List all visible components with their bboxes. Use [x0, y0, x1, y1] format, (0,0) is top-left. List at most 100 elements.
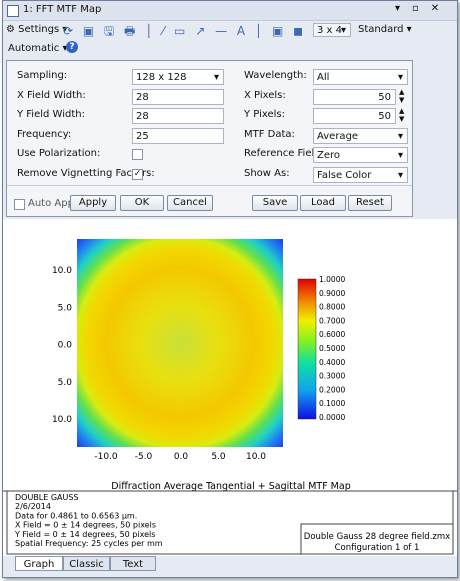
file-name: Double Gauss 28 degree field.zmx — [304, 532, 450, 542]
tab[interactable]: Graph — [15, 556, 63, 571]
title-bar: 1: FFT MTF Map ▾▫✕ — [3, 1, 457, 21]
info-frame — [6, 490, 454, 555]
field-label: Y Field Width: — [17, 109, 85, 120]
x-tick-label: 0.0 — [174, 452, 189, 462]
info-line: DOUBLE GAUSS — [15, 493, 79, 502]
field-label: Remove Vignetting Factors: — [17, 167, 155, 179]
spinner[interactable]: 50 — [313, 88, 396, 105]
input[interactable]: 28 — [132, 88, 224, 105]
auto-apply-checkbox[interactable] — [14, 199, 25, 210]
x-tick-label: 5.0 — [211, 452, 226, 462]
dropdown[interactable]: Average — [313, 127, 408, 145]
plot-area: 10.0 5.0 0.0 5.0 10.0 -10.0 -5.0 0.0 5.0 10.0 1.00… — [3, 219, 457, 556]
field-label: Sampling: — [17, 70, 68, 81]
layout-value: 3 x 4 — [317, 25, 342, 36]
field-value: 28 — [136, 91, 149, 103]
button[interactable]: Save — [252, 195, 298, 211]
y-tick-label: 5.0 — [58, 378, 73, 388]
field-label: X Field Width: — [17, 89, 86, 101]
y-tick-label: 0.0 — [58, 341, 73, 351]
info-line: Y Field = 0 ± 14 degrees, 50 pixels — [14, 530, 155, 539]
colorbar-label: 0.4000 — [319, 358, 345, 367]
colorbar-label: 0.7000 — [319, 316, 345, 325]
checkbox[interactable] — [132, 149, 143, 160]
x-tick-label: 10.0 — [246, 452, 266, 462]
standard-label: Standard — [358, 24, 404, 35]
button[interactable]: OK — [120, 195, 164, 211]
colorbar-label: 0.8000 — [319, 303, 345, 312]
spinner[interactable]: 50 — [313, 108, 396, 124]
automatic-menu[interactable]: Automatic ▾ — [8, 43, 68, 54]
auto-apply-label: Auto Apply — [28, 198, 83, 209]
field-value: 25 — [136, 130, 149, 142]
config-line: Configuration 1 of 1 — [335, 543, 420, 553]
dropdown[interactable]: All — [313, 69, 408, 86]
spin-arrows[interactable]: ▲ ▼ — [399, 87, 405, 104]
field-label: Wavelength: — [244, 70, 307, 81]
field-label: Show As: — [244, 167, 290, 179]
window-controls[interactable]: ▾▫✕ — [395, 3, 452, 14]
info-line: Spatial Frequency: 25 cycles per mm — [15, 539, 163, 548]
field-label: X Pixels: — [244, 89, 286, 101]
tab[interactable]: Text — [110, 556, 156, 571]
field-value: 28 — [136, 111, 149, 122]
field-label: Reference Field: — [244, 148, 324, 159]
field-value: Average — [317, 130, 359, 142]
dropdown[interactable]: False Color — [313, 166, 408, 184]
window-title: 1: FFT MTF Map — [23, 4, 102, 15]
separator — [7, 185, 412, 186]
settings-label: Settings — [18, 24, 60, 35]
button[interactable]: Apply — [70, 195, 116, 211]
colorbar-label: 0.0000 — [319, 413, 345, 422]
input[interactable]: 25 — [132, 127, 224, 144]
y-tick-label: 5.0 — [58, 303, 73, 313]
standard-menu[interactable]: Standard ▾ — [358, 24, 412, 35]
toolbar-icons[interactable]: ⟳ ▣ 🖫 🖶 │ ⁄ ▭ ↗ — A │ ▣ ◼ ⛭ — [63, 24, 326, 38]
plot-labels: 10.0 5.0 0.0 5.0 10.0 -10.0 -5.0 0.0 5.0 10.0 1.00… — [14, 266, 450, 553]
field-label: Frequency: — [17, 128, 72, 140]
plot-caption: Diffraction Average Tangential + Sagitta… — [111, 481, 350, 492]
checkbox[interactable]: ✓ — [132, 168, 143, 180]
settings-toggle[interactable]: ⚙ Settings ▾ — [6, 24, 68, 35]
colorbar-label: 0.6000 — [319, 330, 345, 339]
info-line: 2/6/2014 — [15, 502, 51, 511]
y-tick-label: 10.0 — [52, 266, 72, 276]
help-button[interactable]: ? — [66, 41, 78, 53]
colorbar-label: 0.3000 — [319, 372, 345, 381]
spin-arrows[interactable]: ▲ ▼ — [399, 107, 405, 123]
layout-dropdown[interactable]: 3 x 4 — [313, 23, 351, 38]
x-tick-label: -10.0 — [94, 452, 118, 462]
info-line: X Field = 0 ± 14 degrees, 50 pixels — [15, 521, 156, 530]
button[interactable]: Reset — [348, 195, 392, 211]
y-tick-label: 10.0 — [52, 415, 72, 425]
colorbar-label: 0.1000 — [319, 399, 345, 408]
dropdown[interactable]: 128 x 128 — [132, 69, 224, 86]
input[interactable]: 28 — [132, 108, 224, 124]
settings-panel: Sampling: 128 x 128 X Field Width: 28 Y Fiel… — [6, 60, 413, 217]
automatic-label: Automatic — [8, 43, 60, 54]
colorbar-label: 0.5000 — [319, 344, 345, 353]
file-frame — [300, 523, 454, 555]
colorbar-label: 1.0000 — [319, 275, 345, 284]
field-label: Y Pixels: — [244, 109, 285, 120]
field-label: MTF Data: — [244, 128, 295, 140]
field-value: 128 x 128 — [136, 72, 187, 83]
field-value: 50 — [378, 111, 391, 122]
field-value: False Color — [317, 169, 372, 181]
dropdown[interactable]: Zero — [313, 147, 408, 164]
field-label: Use Polarization: — [17, 148, 101, 159]
info-line: Data for 0.4861 to 0.6563 µm. — [15, 511, 137, 520]
field-value: 50 — [378, 91, 391, 103]
app-icon — [7, 5, 19, 17]
colorbar-label: 0.2000 — [319, 385, 345, 394]
field-value: Zero — [317, 150, 341, 161]
mtf-map-image — [77, 239, 283, 447]
colorbar-label: 0.9000 — [319, 289, 345, 298]
x-tick-label: -5.0 — [135, 452, 153, 462]
colorbar — [297, 278, 317, 420]
button[interactable]: Cancel — [167, 195, 213, 211]
tab[interactable]: Classic — [63, 556, 110, 571]
field-value: All — [317, 72, 330, 83]
button[interactable]: Load — [300, 195, 346, 211]
